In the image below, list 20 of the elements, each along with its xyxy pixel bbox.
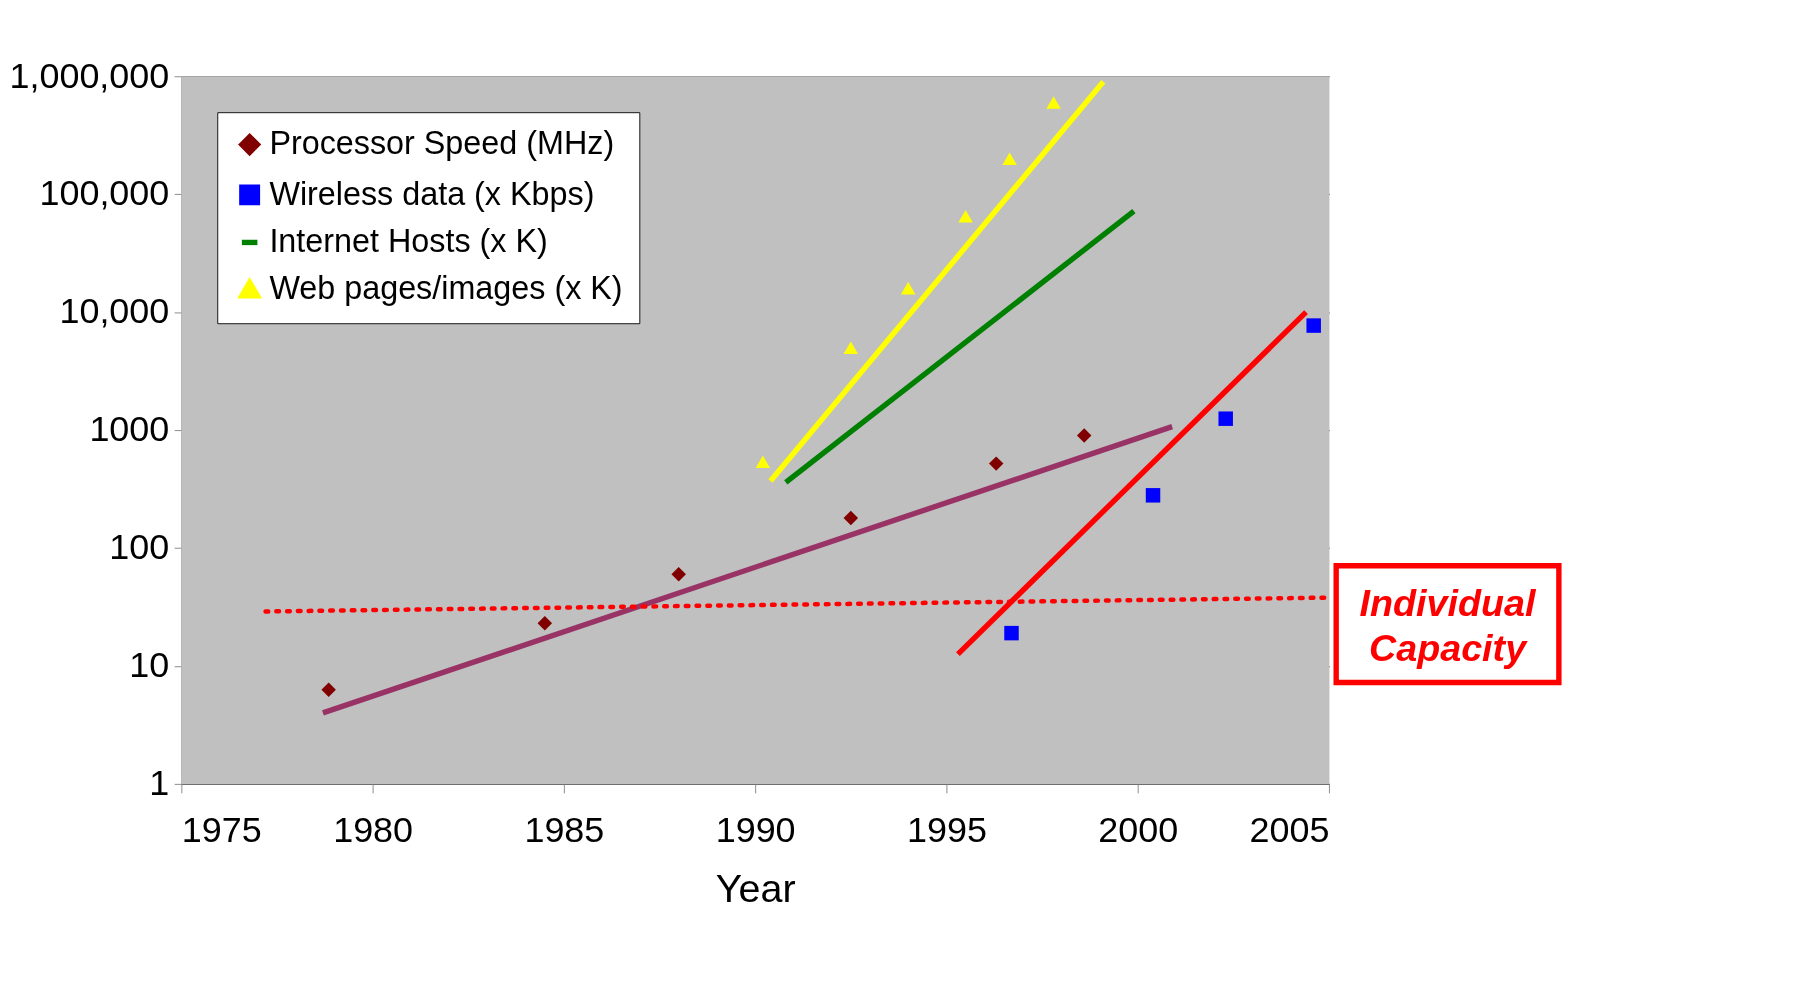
- legend-label: Processor Speed (MHz): [269, 125, 615, 162]
- legend-label: Wireless data (x Kbps): [269, 175, 595, 212]
- x-tick-label: 2005: [1249, 808, 1330, 850]
- x-axis-title: Year: [715, 866, 796, 910]
- legend-label: Web pages/images (x K): [269, 270, 623, 307]
- legend-label: Internet Hosts (x K): [269, 223, 548, 260]
- x-tick-label: 1980: [333, 808, 414, 850]
- y-tick-label: 1,000,000: [9, 54, 170, 96]
- y-tick-label: 10,000: [59, 290, 170, 332]
- y-tick-label: 1000: [89, 408, 170, 450]
- x-tick-label: 1975: [181, 808, 262, 850]
- x-tick-label: 1995: [906, 808, 987, 850]
- y-tick-label: 1: [149, 762, 170, 804]
- y-tick-label: 100: [109, 526, 170, 568]
- x-tick-label: 2000: [1098, 808, 1179, 850]
- y-tick-label: 10: [129, 644, 170, 686]
- y-tick-label: 100,000: [39, 172, 170, 214]
- x-tick-label: 1985: [524, 808, 605, 850]
- x-tick-label: 1990: [715, 808, 796, 850]
- series-label: Individual Capacity: [1359, 582, 1538, 669]
